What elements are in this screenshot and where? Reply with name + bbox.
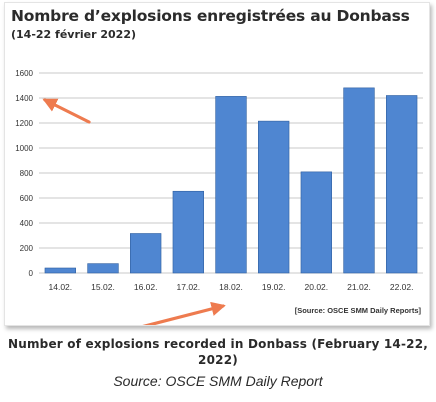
- annotation-arrow-1400: [42, 98, 91, 124]
- y-tick-label: 1000: [15, 144, 33, 153]
- x-tick-label: 18.02.: [219, 282, 243, 292]
- figure-source: Source: OSCE SMM Daily Report: [113, 373, 323, 389]
- figure-caption: Number of explosions recorded in Donbass…: [7, 337, 429, 367]
- x-tick-label: 21.02.: [347, 282, 371, 292]
- bar: [300, 171, 332, 274]
- y-tick-label: 1600: [15, 69, 33, 78]
- x-tick-label: 14.02.: [49, 282, 73, 292]
- y-tick-label: 1200: [15, 119, 33, 128]
- x-tick-label: 20.02.: [305, 282, 329, 292]
- y-tick-label: 200: [20, 244, 34, 253]
- bar: [386, 95, 418, 274]
- y-tick-label: 800: [20, 169, 34, 178]
- bar: [343, 87, 375, 274]
- y-tick-label: 400: [20, 219, 34, 228]
- x-tick-label: 22.02.: [390, 282, 414, 292]
- bar: [172, 190, 204, 274]
- chart-subtitle: (14-22 février 2022): [11, 28, 137, 41]
- annotation-arrow-18-02: [142, 301, 226, 325]
- chart-card: Nombre d’explosions enregistrées au Donb…: [4, 2, 430, 326]
- x-tick-label: 19.02.: [262, 282, 286, 292]
- chart-title: Nombre d’explosions enregistrées au Donb…: [11, 7, 410, 25]
- bar: [258, 120, 290, 274]
- bar-chart-plot: 0 200 400 600 800 1000 1200 1400 1600 14.02. 15.02…: [15, 69, 423, 325]
- bar: [44, 267, 76, 274]
- bar: [130, 233, 162, 274]
- source-note: [Source: OSCE SMM Daily Reports]: [295, 306, 422, 315]
- y-tick-label: 1400: [15, 94, 33, 103]
- y-tick-label: 0: [29, 269, 34, 278]
- x-tick-label: 17.02.: [177, 282, 201, 292]
- x-tick-label: 16.02.: [134, 282, 158, 292]
- bar: [87, 263, 119, 274]
- bar: [215, 96, 247, 274]
- x-tick-label: 15.02.: [91, 282, 115, 292]
- y-tick-label: 600: [20, 194, 34, 203]
